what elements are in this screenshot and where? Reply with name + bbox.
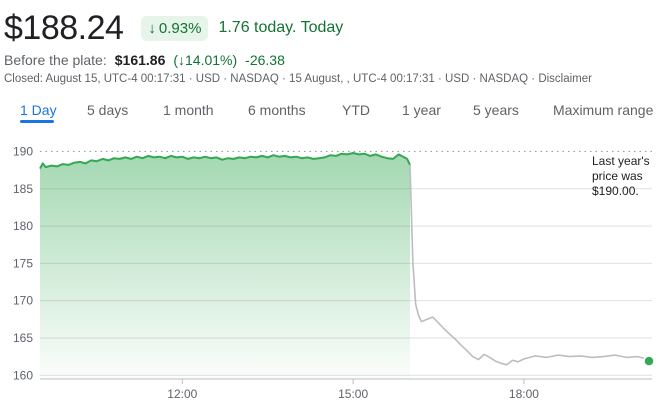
regular-session-area xyxy=(40,153,410,379)
tab-1-month[interactable]: 1 month xyxy=(163,102,214,118)
before-the-plate-percent: (↓14.01%) xyxy=(173,52,238,68)
latest-price-dot xyxy=(643,355,655,367)
change-percent: 0.93% xyxy=(158,19,202,37)
regular-session-line xyxy=(39,152,411,170)
change-percent-badge: ↓ 0.93% xyxy=(141,15,209,41)
before-the-plate-price: $161.86 xyxy=(114,52,166,68)
price-row: $188.24 ↓ 0.93% 1.76 today. Today xyxy=(4,6,343,50)
tab-5-years[interactable]: 5 years xyxy=(473,102,519,118)
after-hours-line xyxy=(409,164,653,366)
y-tick-label: 175 xyxy=(13,256,33,270)
tab-1-day[interactable]: 1 Day xyxy=(20,102,57,118)
before-the-plate-change: -26.38 xyxy=(245,52,285,68)
y-tick-label: 190 xyxy=(13,144,33,158)
market-status-line: Closed: August 15, UTC-4 00:17:31 · USD … xyxy=(4,73,592,85)
x-tick-label: 15:00 xyxy=(338,387,368,401)
range-tabs: 1 Day 5 days 1 month 6 months YTD 1 year… xyxy=(0,98,662,126)
y-tick-label: 165 xyxy=(13,331,33,345)
y-tick-label: 160 xyxy=(13,368,33,382)
tab-6-months[interactable]: 6 months xyxy=(248,102,306,118)
current-price: $188.24 xyxy=(4,8,124,47)
arrow-down-icon: ↓ xyxy=(148,19,156,37)
y-tick-label: 170 xyxy=(13,294,33,308)
before-the-plate-label: Before the plate: xyxy=(4,52,107,68)
x-tick-label: 12:00 xyxy=(167,387,197,401)
y-tick-label: 180 xyxy=(13,219,33,233)
tab-maximum-range[interactable]: Maximum range xyxy=(553,102,654,118)
price-chart-svg: 160 165 170 175 180 185 190 12:00 15:00 18:00 xyxy=(13,144,655,401)
before-the-plate-row: Before the plate: $161.86 (↓14.01%) -26.… xyxy=(4,52,285,68)
tab-1-year[interactable]: 1 year xyxy=(402,102,441,118)
x-tick-label: 18:00 xyxy=(509,387,539,401)
chart-annotation: Last year's price was $190.00. xyxy=(592,154,650,198)
y-tick-label: 185 xyxy=(13,182,33,196)
price-chart[interactable]: 160 165 170 175 180 185 190 12:00 15:00 18:00 Las… xyxy=(0,130,662,414)
active-tab-indicator xyxy=(20,120,54,123)
tab-ytd[interactable]: YTD xyxy=(342,102,370,118)
tab-5-days[interactable]: 5 days xyxy=(87,102,129,118)
today-change: 1.76 today. Today xyxy=(218,19,344,36)
